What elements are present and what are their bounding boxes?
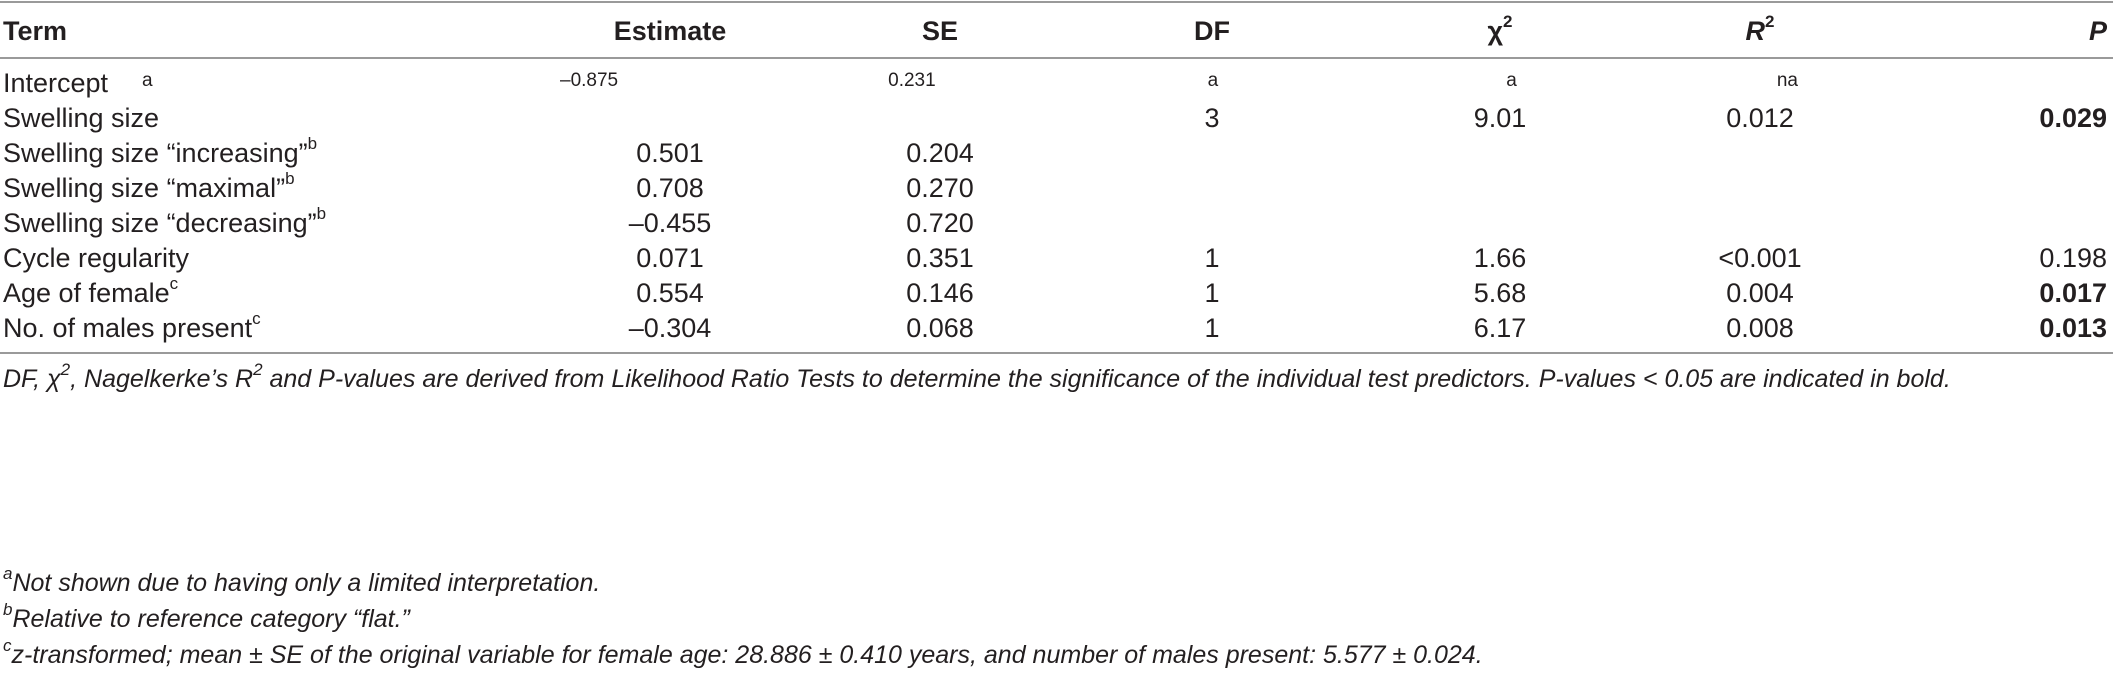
header-r-squared: R2 — [1745, 12, 1775, 46]
cell-df: 1 — [1204, 278, 1220, 308]
cell-term: Swelling size — [3, 103, 160, 133]
cell-estimate: 0.501 — [636, 138, 704, 168]
cell-p: 0.029 — [2039, 103, 2107, 133]
cell-r-squared: <0.001 — [1718, 243, 1802, 273]
cell-term: Cycle regularity — [3, 243, 190, 273]
cell-term: Age of femalec — [3, 274, 179, 308]
cell-r-squared: 0.008 — [1726, 313, 1794, 343]
cell-r-squared: 0.004 — [1726, 278, 1794, 308]
cell-estimate: –0.304 — [628, 313, 712, 343]
cell-term: Swelling size “maximal”b — [3, 169, 295, 203]
cell-estimate: –0.455 — [628, 208, 712, 238]
cell-term: Swelling size “decreasing”b — [3, 204, 327, 238]
footnote-c: cz-transformed; mean ± SE of the origina… — [3, 635, 1483, 669]
table-note: DF, χ2, Nagelkerke’s R2 and P-values are… — [3, 359, 1951, 393]
footnote-marker: c — [169, 274, 179, 293]
cell-se: 0.720 — [906, 208, 974, 238]
cell-se: 0.146 — [906, 278, 974, 308]
footnote-b: bRelative to reference category “flat.” — [3, 599, 410, 633]
header-term: Term — [3, 16, 68, 46]
header-rule — [0, 57, 2113, 59]
footnote-marker: c — [252, 309, 261, 328]
cell-se: 0.351 — [906, 243, 974, 273]
header-se: SE — [921, 16, 959, 46]
cell-df: 3 — [1204, 103, 1220, 133]
cell-r-squared: 0.012 — [1726, 103, 1794, 133]
cell-term: Swelling size “increasing”b — [3, 134, 318, 168]
cell-term: No. of males presentc — [3, 309, 261, 343]
cell-term: Intercept — [3, 68, 109, 98]
cell-se: 0.204 — [906, 138, 974, 168]
cell-chi-square: 1.66 — [1473, 243, 1527, 273]
cell-p: a — [141, 70, 153, 91]
header-p: P — [2088, 16, 2107, 46]
cell-chi-square: 6.17 — [1473, 313, 1527, 343]
cell-chi-square: a — [1506, 70, 1517, 91]
cell-estimate: 0.071 — [636, 243, 704, 273]
cell-estimate: 0.554 — [636, 278, 704, 308]
cell-estimate: 0.708 — [636, 173, 704, 203]
header-estimate: Estimate — [613, 16, 727, 46]
footnote-marker: b — [316, 204, 327, 223]
cell-p: 0.017 — [2039, 278, 2107, 308]
bottom-rule — [0, 352, 2113, 354]
cell-estimate: –0.875 — [560, 70, 619, 91]
cell-chi-square: 9.01 — [1473, 103, 1527, 133]
cell-df: 1 — [1204, 313, 1220, 343]
cell-df: 1 — [1204, 243, 1220, 273]
cell-se: 0.068 — [906, 313, 974, 343]
footnote-marker: b — [285, 169, 295, 188]
top-rule — [0, 1, 2113, 3]
cell-r-squared: na — [1776, 70, 1798, 91]
cell-p: 0.013 — [2039, 313, 2107, 343]
table-row: Intercept –0.875 0.231 a a na a — [0, 70, 2113, 97]
footnote-a: aNot shown due to having only a limited … — [3, 563, 601, 597]
footnote-marker: b — [307, 134, 318, 153]
header-chi-square: χ2 — [1487, 12, 1513, 46]
cell-se: 0.270 — [906, 173, 974, 203]
cell-df: a — [1207, 70, 1219, 91]
cell-chi-square: 5.68 — [1473, 278, 1527, 308]
cell-se: 0.231 — [888, 70, 936, 91]
header-df: DF — [1194, 16, 1230, 46]
cell-p: 0.198 — [2039, 243, 2107, 273]
